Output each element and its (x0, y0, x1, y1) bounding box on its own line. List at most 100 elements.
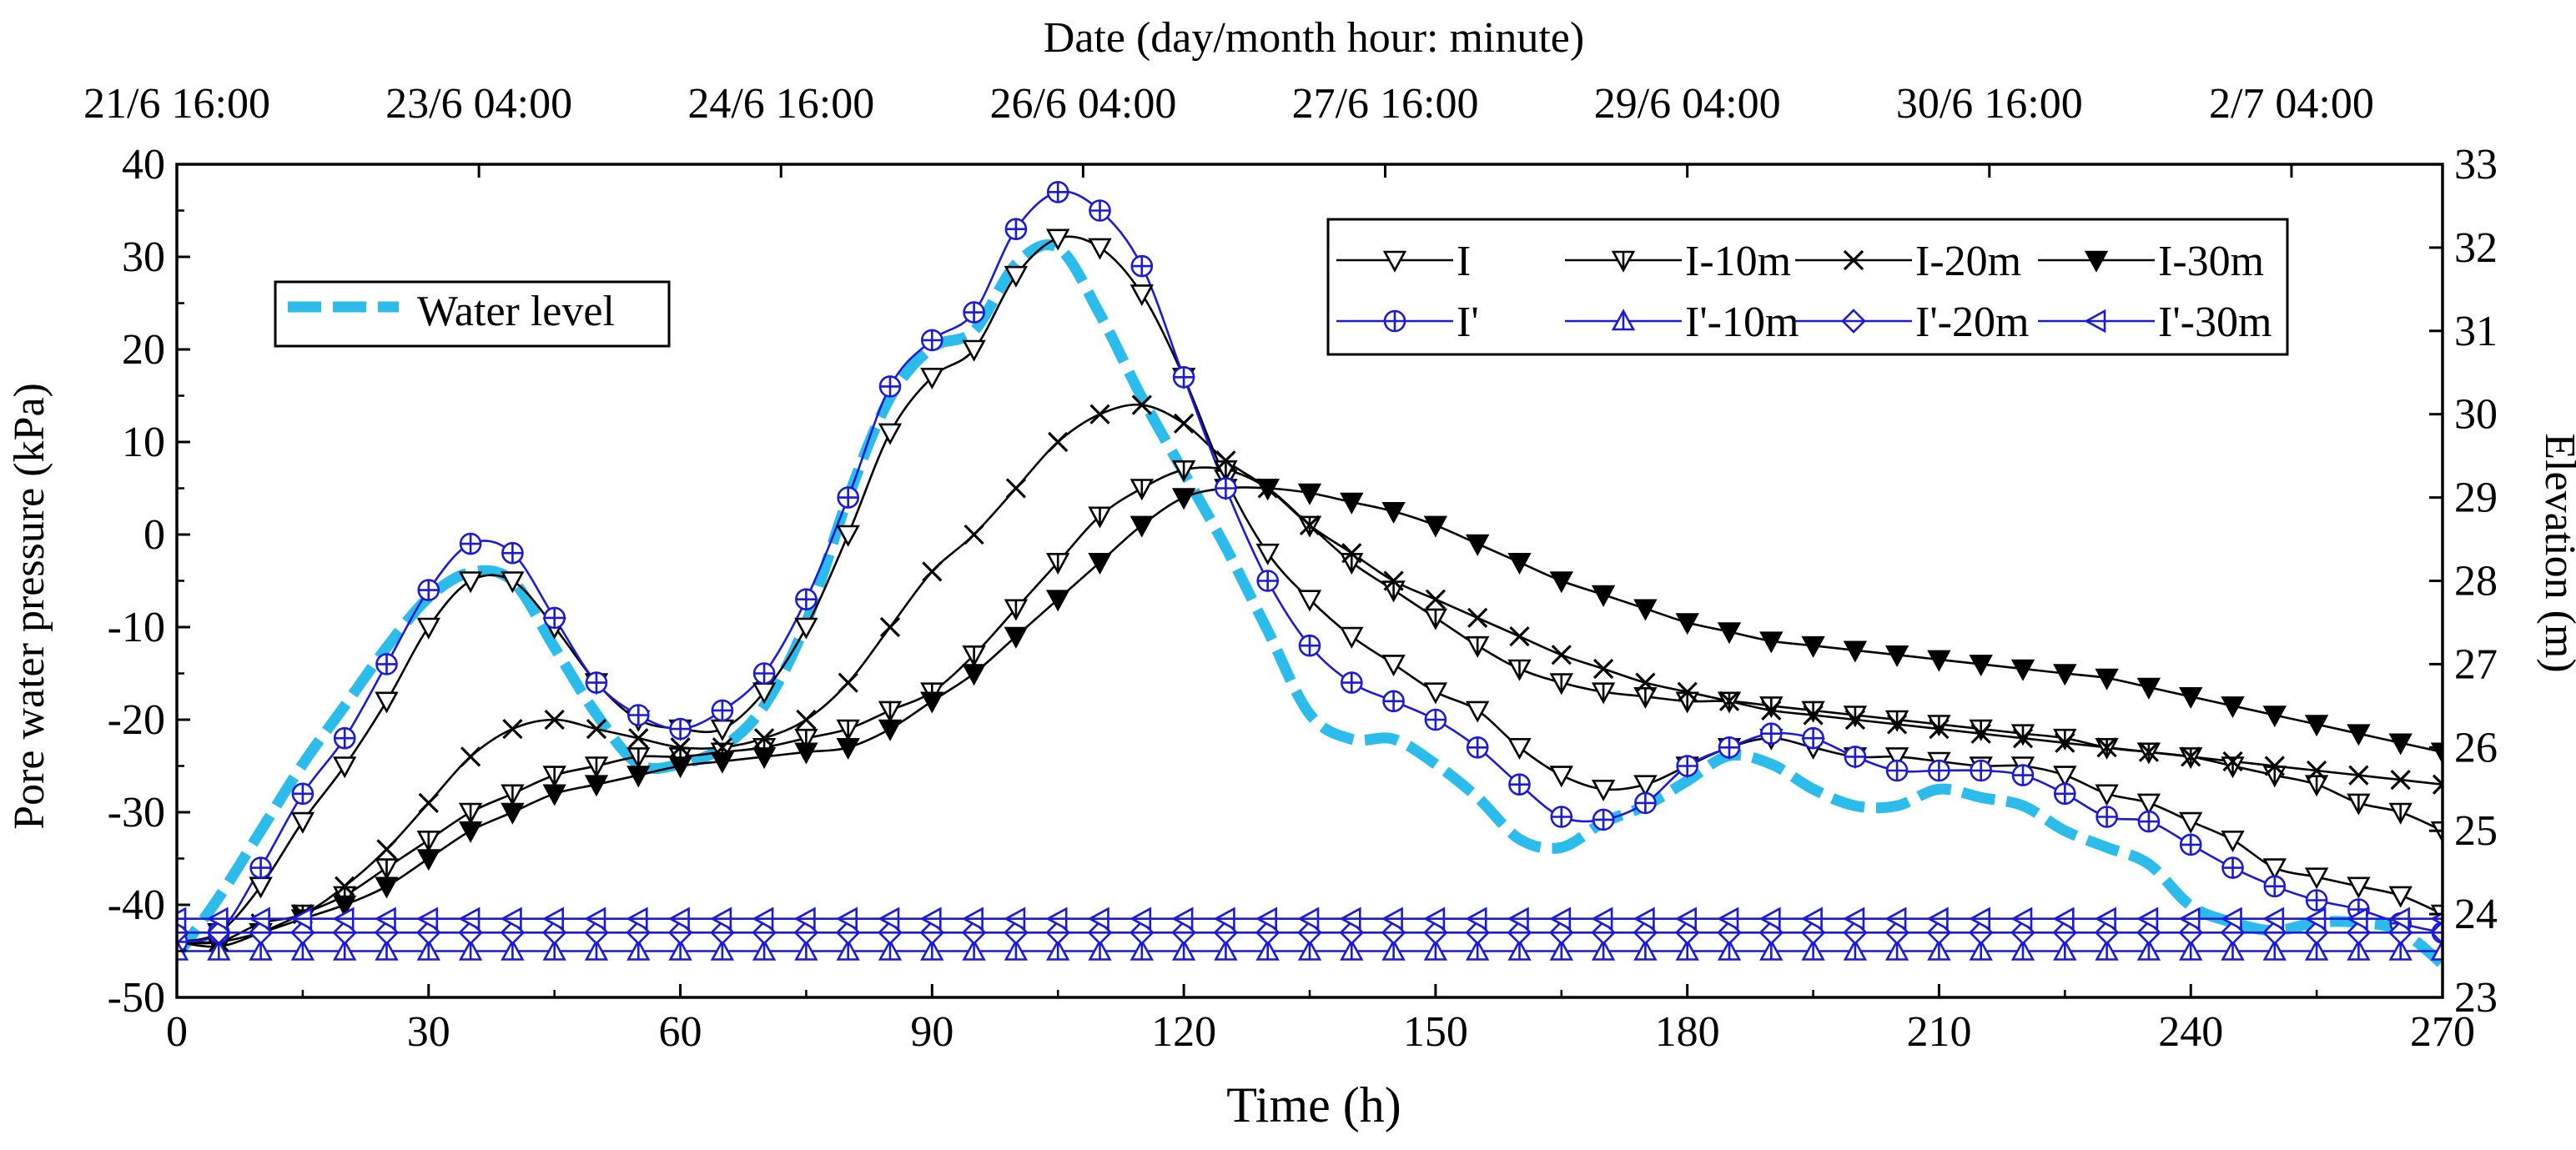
series-5-point (375, 653, 398, 675)
series-5-point (1215, 477, 1237, 500)
series-3-point (2306, 760, 2327, 781)
series-8-point (177, 906, 187, 931)
series-3-point (2055, 732, 2075, 753)
series-5-point (1256, 570, 1279, 592)
series-3-point (879, 616, 901, 638)
series-3-point (2096, 737, 2117, 758)
top-tick-label: 2/7 04:00 (2209, 80, 2374, 128)
series-4-point (1549, 571, 1573, 594)
series-3-point (1886, 714, 1908, 735)
series-1-point (1130, 284, 1154, 307)
series-3-point (628, 728, 649, 749)
y2-tick-label: 30 (2454, 391, 2498, 439)
series-8-point (878, 906, 900, 931)
series-5-point (2096, 806, 2118, 828)
series-2-point (1633, 686, 1658, 710)
series-4-point (2388, 733, 2412, 756)
series-8-point (2387, 906, 2410, 931)
series-1-point (1381, 655, 1406, 677)
series-2-point (1130, 479, 1154, 501)
series-8-point (248, 906, 270, 931)
series-3-point (2181, 746, 2201, 767)
series-8-point (206, 906, 229, 931)
series-3-point (1635, 672, 1656, 693)
series-4-point (1423, 515, 1448, 538)
series-3-point (1089, 404, 1110, 424)
top-tick-label: 29/6 04:00 (1594, 80, 1781, 128)
series-4-point (836, 737, 860, 761)
series-5-point (752, 662, 776, 685)
series-1-point (962, 339, 986, 362)
series-4-point (1340, 492, 1364, 515)
series-8-point (1884, 906, 1907, 931)
series-3-point (1509, 625, 1530, 647)
series-3-point (1299, 515, 1321, 536)
legend-label: I'-20m (1915, 299, 2029, 346)
y2-tick-label: 23 (2454, 974, 2498, 1022)
series-5-point (711, 699, 734, 722)
series-2-point (584, 756, 609, 779)
y2-tick-label: 27 (2454, 640, 2498, 688)
series-5-point (1760, 722, 1783, 746)
series-5-point (2011, 764, 2035, 786)
series-1-point (1884, 747, 1909, 770)
series-2-point (458, 802, 483, 825)
y2-tick-label: 31 (2454, 308, 2498, 355)
series-3-point (1425, 589, 1446, 610)
series-3-point (753, 728, 775, 749)
legend-label: I (1457, 238, 1471, 285)
series-5-point (2221, 856, 2244, 879)
series-5-point (921, 329, 943, 352)
series-8-point (2178, 906, 2201, 931)
series-2-point (542, 766, 566, 788)
x-tick-label: 240 (2158, 1008, 2223, 1056)
series-5-point (2054, 782, 2076, 806)
series-4-point (375, 876, 399, 899)
legend-label: I' (1457, 299, 1479, 346)
series-2-point (1466, 635, 1490, 658)
series-8-point (1171, 906, 1194, 931)
series-8-point (919, 906, 942, 931)
series-3-point (2138, 741, 2160, 762)
series-4-point (2136, 677, 2161, 700)
y2-tick-label: 32 (2454, 224, 2498, 272)
series-3-point (1467, 607, 1488, 629)
series-2-point (2304, 775, 2329, 797)
legend-marker (1611, 309, 1636, 331)
series-4-point (626, 766, 651, 788)
series-5-point (459, 532, 482, 555)
series-4-point (878, 719, 903, 741)
series-5-point (585, 671, 608, 694)
series-3-point (1383, 570, 1404, 591)
series-1-point (458, 571, 483, 594)
series-2-point (375, 858, 399, 881)
top-axis-title: Date (day/month hour: minute) (1044, 14, 1584, 62)
series-1-point (794, 617, 818, 640)
series-5-point (1550, 806, 1573, 828)
series-4-point (1004, 626, 1029, 649)
legend-marker (1611, 250, 1636, 273)
x-tick-label: 30 (407, 1008, 450, 1056)
series-3-point (1048, 431, 1069, 453)
series-4-point (1675, 613, 1699, 635)
series-5-point (1802, 726, 1824, 750)
series-5-point (1592, 808, 1615, 831)
series-8-point (1843, 906, 1865, 931)
series-8-point (1549, 906, 1572, 931)
series-1-point (1004, 265, 1029, 288)
series-1-point (1633, 775, 1658, 797)
series-4-point (920, 691, 944, 714)
series-3-point (1592, 658, 1614, 680)
series-3-point (2348, 765, 2369, 786)
series-8-point (2010, 906, 2033, 931)
y-tick-label: -30 (108, 789, 165, 836)
series-4-point (542, 784, 566, 806)
series-2-point (1591, 682, 1616, 705)
series-3-point (796, 709, 817, 731)
series-2-point (626, 747, 651, 770)
legend-label: I'-10m (1685, 299, 1799, 346)
series-4-point (458, 821, 483, 843)
legend-label: I-10m (1685, 238, 1791, 285)
y-tick-label: 40 (122, 141, 165, 188)
